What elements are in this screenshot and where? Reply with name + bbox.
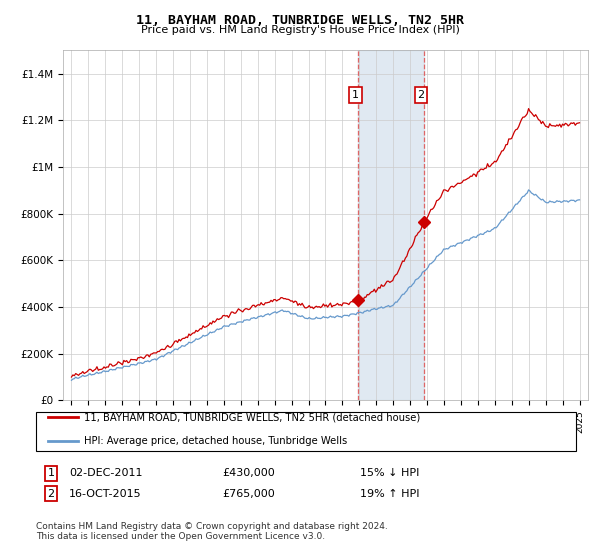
Text: 11, BAYHAM ROAD, TUNBRIDGE WELLS, TN2 5HR (detached house): 11, BAYHAM ROAD, TUNBRIDGE WELLS, TN2 5H… [84,412,420,422]
Text: 02-DEC-2011: 02-DEC-2011 [69,468,143,478]
Text: 16-OCT-2015: 16-OCT-2015 [69,489,142,499]
Text: Price paid vs. HM Land Registry's House Price Index (HPI): Price paid vs. HM Land Registry's House … [140,25,460,35]
Text: £430,000: £430,000 [222,468,275,478]
Text: 2: 2 [47,489,55,499]
Text: 15% ↓ HPI: 15% ↓ HPI [360,468,419,478]
Text: HPI: Average price, detached house, Tunbridge Wells: HPI: Average price, detached house, Tunb… [84,436,347,446]
Text: 1: 1 [47,468,55,478]
Text: £765,000: £765,000 [222,489,275,499]
Bar [358,50,424,400]
Text: Contains HM Land Registry data © Crown copyright and database right 2024.
This d: Contains HM Land Registry data © Crown c… [36,522,388,542]
Text: 19% ↑ HPI: 19% ↑ HPI [360,489,419,499]
Text: 11, BAYHAM ROAD, TUNBRIDGE WELLS, TN2 5HR: 11, BAYHAM ROAD, TUNBRIDGE WELLS, TN2 5H… [136,14,464,27]
Text: 1: 1 [352,90,359,100]
Text: 2: 2 [418,90,425,100]
